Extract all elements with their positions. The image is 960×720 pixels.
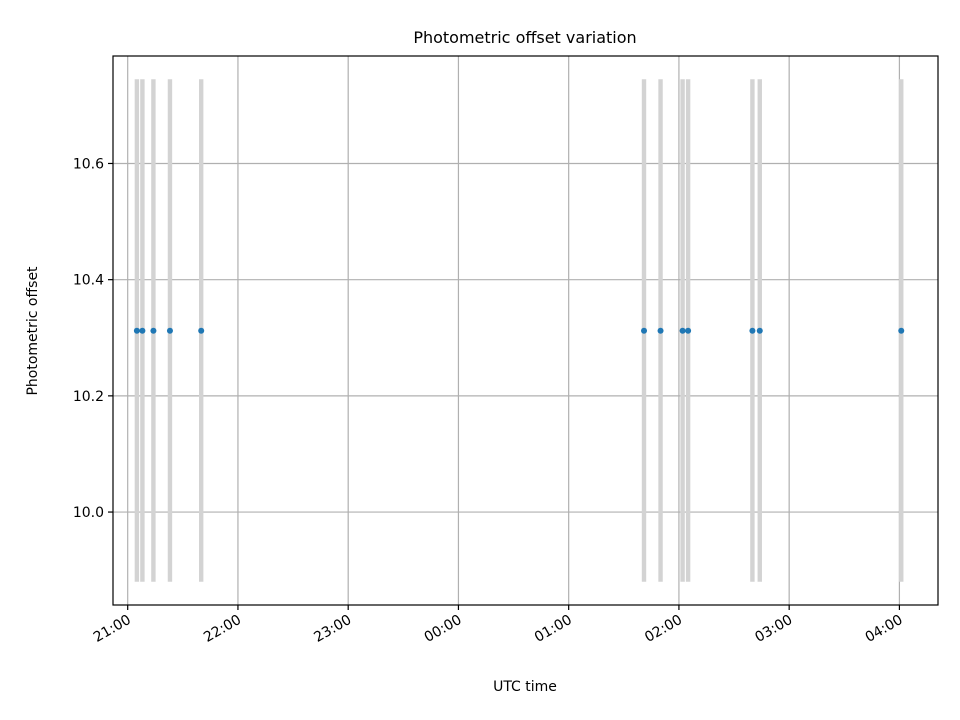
- plot-frame: [112, 55, 939, 606]
- data-point: [756, 327, 763, 334]
- data-points: [133, 327, 905, 334]
- y-tick-label: 10.0: [73, 505, 104, 521]
- data-point: [150, 327, 157, 334]
- data-point: [133, 327, 140, 334]
- data-point: [641, 327, 648, 334]
- data-point: [749, 327, 756, 334]
- data-point: [685, 327, 692, 334]
- data-point: [679, 327, 686, 334]
- x-axis-label: UTC time: [493, 679, 557, 695]
- y-tick-label: 10.4: [73, 273, 104, 289]
- data-point: [657, 327, 664, 334]
- y-tick-label: 10.6: [73, 157, 104, 173]
- y-axis-ticks: 10.0 10.2 10.4 10.6: [73, 157, 113, 521]
- data-point: [898, 327, 905, 334]
- data-point: [198, 327, 205, 334]
- data-point: [166, 327, 173, 334]
- data-point: [139, 327, 146, 334]
- y-axis-label: Photometric offset: [25, 266, 41, 396]
- chart-title: Photometric offset variation: [413, 28, 636, 47]
- y-tick-label: 10.2: [73, 389, 104, 405]
